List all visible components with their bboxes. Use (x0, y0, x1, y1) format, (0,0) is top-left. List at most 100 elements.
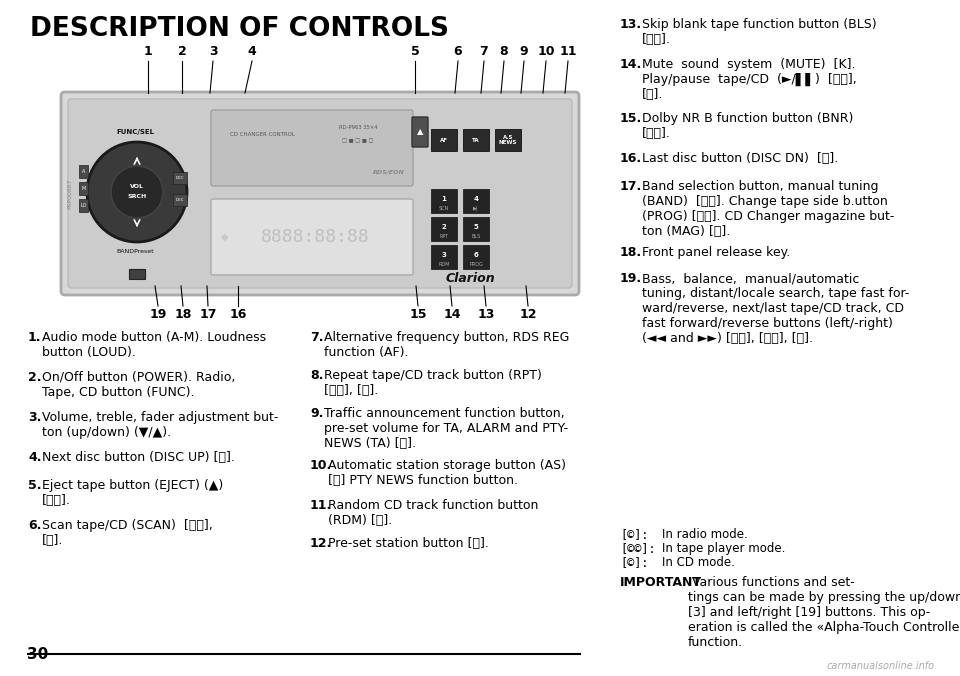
Text: Band selection button, manual tuning
(BAND)  [ⓒⓒ]. Change tape side b.utton
(PRO: Band selection button, manual tuning (BA… (642, 180, 895, 238)
Text: Random CD track function button
(RDM) [ⓒ].: Random CD track function button (RDM) [ⓒ… (328, 499, 539, 527)
Text: On/Off button (POWER). Radio,
Tape, CD button (FUNC).: On/Off button (POWER). Radio, Tape, CD b… (42, 371, 235, 399)
Bar (173, 172, 187, 184)
Text: 2: 2 (442, 224, 446, 230)
Text: Various functions and set-
tings can be made by pressing the up/down
[3] and lef: Various functions and set- tings can be … (688, 576, 960, 649)
Text: 18.: 18. (620, 246, 642, 259)
Text: 1.: 1. (28, 331, 41, 344)
Bar (431, 245, 457, 269)
Text: 17.: 17. (620, 180, 642, 193)
FancyBboxPatch shape (211, 199, 413, 275)
Text: Pre-set station button [ⓒ].: Pre-set station button [ⓒ]. (328, 537, 489, 550)
Text: 13.: 13. (620, 18, 642, 31)
Text: 16.: 16. (620, 152, 642, 165)
Bar (173, 194, 187, 206)
Text: Next disc button (DISC UP) [ⓒ].: Next disc button (DISC UP) [ⓒ]. (42, 451, 235, 464)
Text: ▲: ▲ (417, 128, 423, 137)
Text: RDS/EON: RDS/EON (373, 170, 405, 174)
Text: 2: 2 (178, 45, 186, 58)
Text: VOL: VOL (130, 185, 144, 189)
Text: 19.: 19. (620, 272, 642, 285)
Bar (79, 165, 88, 178)
Text: BLS: BLS (471, 233, 481, 239)
Text: [©]:: [©]: (620, 528, 649, 541)
Text: 14.: 14. (620, 58, 642, 71)
FancyBboxPatch shape (211, 110, 413, 186)
Bar (463, 217, 489, 241)
Text: Front panel release key.: Front panel release key. (642, 246, 790, 259)
Text: 4: 4 (473, 196, 478, 202)
Text: 12: 12 (519, 308, 537, 321)
Text: A: A (82, 169, 85, 174)
Text: Automatic station storage button (AS)
[ⓒ] PTY NEWS function button.: Automatic station storage button (AS) [ⓒ… (328, 459, 566, 487)
Bar (463, 129, 489, 151)
Text: RPT: RPT (440, 233, 448, 239)
Bar (463, 189, 489, 213)
Text: BANDPreset: BANDPreset (116, 249, 154, 254)
Text: RD-P963 35×4: RD-P963 35×4 (339, 125, 377, 130)
Text: carmanualsonline.info: carmanualsonline.info (827, 661, 935, 671)
Text: 8888:88:88: 8888:88:88 (261, 228, 370, 246)
Text: 3.: 3. (28, 411, 41, 424)
Text: 6.: 6. (28, 519, 41, 532)
Text: Dolby NR B function button (BNR)
[ⓒⓒ].: Dolby NR B function button (BNR) [ⓒⓒ]. (642, 112, 853, 140)
Text: 30: 30 (28, 647, 49, 662)
Bar (431, 189, 457, 213)
Bar (79, 182, 88, 195)
FancyBboxPatch shape (61, 92, 579, 295)
Text: 5: 5 (411, 45, 420, 58)
Text: DESCRIPTION OF CONTROLS: DESCRIPTION OF CONTROLS (30, 16, 449, 42)
Text: Scan tape/CD (SCAN)  [ⓒⓒ],
[ⓒ].: Scan tape/CD (SCAN) [ⓒⓒ], [ⓒ]. (42, 519, 213, 547)
Text: 19: 19 (150, 308, 167, 321)
Text: 16: 16 (229, 308, 247, 321)
Circle shape (111, 166, 163, 218)
Text: Skip blank tape function button (BLS)
[ⓒⓒ].: Skip blank tape function button (BLS) [ⓒ… (642, 18, 876, 46)
Text: In CD mode.: In CD mode. (662, 556, 734, 569)
Text: 8.: 8. (310, 369, 324, 382)
Text: CD CHANGER CONTROL: CD CHANGER CONTROL (230, 132, 296, 137)
Text: 3: 3 (208, 45, 217, 58)
Text: Clarion: Clarion (445, 272, 494, 285)
Text: M: M (82, 186, 85, 191)
Text: RDM: RDM (439, 262, 449, 266)
Text: In radio mode.: In radio mode. (662, 528, 748, 541)
Text: TA: TA (472, 137, 480, 143)
Text: [©]:: [©]: (620, 556, 649, 569)
Text: 9: 9 (519, 45, 528, 58)
Bar (431, 217, 457, 241)
Text: Eject tape button (EJECT) (▲)
[ⓒⓒ].: Eject tape button (EJECT) (▲) [ⓒⓒ]. (42, 479, 224, 507)
Bar (495, 129, 521, 151)
Text: In tape player mode.: In tape player mode. (662, 542, 785, 555)
Text: FUNC/SEL: FUNC/SEL (116, 129, 154, 135)
Text: 15: 15 (409, 308, 427, 321)
Text: SCN: SCN (439, 206, 449, 210)
Text: 5: 5 (473, 224, 478, 230)
Text: 7: 7 (480, 45, 489, 58)
Text: DEC: DEC (176, 198, 184, 202)
Text: A.S
NEWS: A.S NEWS (499, 135, 517, 145)
Text: ▶|: ▶| (473, 206, 479, 211)
Text: 17: 17 (200, 308, 217, 321)
Text: 11: 11 (560, 45, 577, 58)
Text: Alternative frequency button, RDS REG
function (AF).: Alternative frequency button, RDS REG fu… (324, 331, 569, 359)
Text: 9.: 9. (310, 407, 324, 420)
Text: □ ■ □ ■ □: □ ■ □ ■ □ (343, 138, 373, 143)
Text: 4: 4 (248, 45, 256, 58)
Bar (431, 129, 457, 151)
Text: 12.: 12. (310, 537, 332, 550)
Bar (79, 199, 88, 212)
Text: AF: AF (440, 137, 448, 143)
Text: [©©]:: [©©]: (620, 542, 656, 555)
Text: 10.: 10. (310, 459, 332, 472)
Text: Audio mode button (A-M). Loudness
button (LOUD).: Audio mode button (A-M). Loudness button… (42, 331, 266, 359)
Text: IMPORTANT: IMPORTANT (620, 576, 702, 589)
Text: 2.: 2. (28, 371, 41, 384)
Text: Mute  sound  system  (MUTE)  [K].
Play/pause  tape/CD  (►/▌▌)  [ⓒⓒ],
[ⓒ].: Mute sound system (MUTE) [K]. Play/pause… (642, 58, 856, 101)
Text: ◆: ◆ (221, 232, 228, 242)
Text: 6: 6 (473, 252, 478, 258)
Text: SRCH: SRCH (128, 195, 147, 199)
Text: Last disc button (DISC DN)  [ⓒ].: Last disc button (DISC DN) [ⓒ]. (642, 152, 838, 165)
Text: 5.: 5. (28, 479, 41, 492)
Circle shape (87, 142, 187, 242)
Text: 6: 6 (454, 45, 463, 58)
Bar (463, 245, 489, 269)
